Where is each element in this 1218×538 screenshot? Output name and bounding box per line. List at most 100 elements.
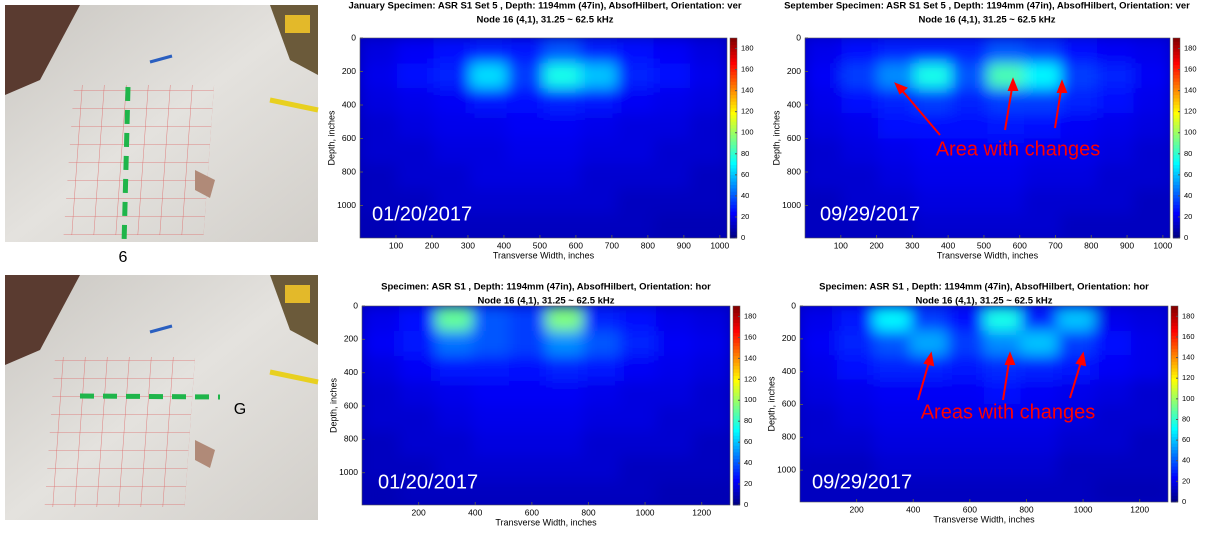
colorbar-swatch: [1171, 381, 1178, 385]
cell: [841, 88, 879, 114]
cell: [472, 381, 510, 407]
cell: [841, 113, 879, 140]
colorbar-tick-label: 0: [1184, 233, 1188, 242]
colorbar-swatch: [730, 184, 737, 189]
colorbar-swatch: [730, 61, 737, 66]
colorbar-swatch: [1171, 430, 1178, 434]
cell: [546, 306, 584, 332]
colorbar-swatch: [730, 44, 737, 49]
cell: [509, 456, 547, 482]
chart-title: September Specimen: ASR S1 Set 5 , Depth…: [784, 1, 1190, 12]
colorbar-swatch: [1171, 482, 1178, 487]
colorbar-frame: [729, 37, 738, 239]
cell: [472, 431, 510, 457]
colorbar-swatch: [1173, 161, 1180, 166]
x-axis-label: Transverse Width, inches: [493, 250, 595, 260]
cell: [1094, 478, 1132, 502]
colorbar-swatch: [1171, 492, 1178, 496]
cell: [800, 306, 838, 332]
colorbar-swatch: [730, 198, 737, 202]
heatmap: 200 400 600 800 1000 120002004006008001000Spe…: [328, 282, 756, 528]
cell: [362, 481, 400, 505]
cell: [805, 63, 842, 89]
cell: [543, 113, 581, 140]
colorbar-swatch: [1171, 420, 1178, 424]
cell: [987, 163, 1025, 190]
colorbar-swatch: [733, 362, 740, 367]
x-tick-label: 600: [963, 504, 977, 514]
cell: [1024, 138, 1061, 165]
cell: [616, 113, 655, 140]
x-tick-label: 400: [497, 240, 511, 250]
cell: [616, 138, 655, 165]
x-tick-label: 200: [869, 240, 883, 250]
colorbar-swatch: [1171, 312, 1178, 317]
cell: [693, 406, 730, 432]
cell: [1094, 453, 1132, 479]
colorbar-swatch: [733, 432, 740, 436]
colorbar-swatch: [1173, 164, 1180, 169]
colorbar-swatch: [1171, 332, 1178, 336]
colorbar-swatch: [1171, 404, 1178, 408]
cell: [873, 478, 911, 502]
colorbar-swatch: [1171, 446, 1178, 451]
colorbar-tick-label: 140: [744, 353, 757, 362]
cell: [841, 213, 879, 238]
y-tick-label: 600: [787, 133, 801, 143]
cell: [914, 213, 952, 238]
colorbar-swatch: [730, 58, 737, 62]
cell: [396, 188, 434, 215]
colorbar-swatch: [733, 382, 740, 386]
x-tick-label: 600: [1013, 240, 1027, 250]
colorbar-swatch: [1173, 201, 1180, 206]
cell: [1097, 38, 1134, 64]
colorbar-swatch: [730, 191, 737, 196]
cell: [1133, 138, 1170, 165]
chart-subtitle: Node 16 (4,1), 31.25 ~ 62.5 kHz: [915, 296, 1052, 307]
colorbar-swatch: [1173, 68, 1180, 72]
cell: [398, 331, 437, 357]
cell: [396, 63, 434, 89]
colorbar-swatch: [1173, 114, 1180, 119]
colorbar-swatch: [730, 208, 737, 212]
colorbar-swatch: [1171, 495, 1178, 500]
photo-label: 6: [119, 249, 128, 266]
cell: [396, 138, 434, 165]
cell: [1097, 63, 1134, 89]
cell: [951, 138, 988, 165]
colorbar-swatch: [1173, 104, 1180, 109]
colorbar-swatch: [1173, 71, 1180, 76]
colorbar-swatch: [1173, 138, 1180, 142]
colorbar-swatch: [1171, 364, 1178, 369]
cell: [836, 429, 875, 455]
x-axis-label: Transverse Width, inches: [933, 514, 1035, 524]
colorbar-swatch: [1173, 38, 1180, 42]
colorbar-swatch: [730, 94, 737, 99]
colorbar-swatch: [1173, 44, 1180, 49]
colorbar-swatch: [1173, 231, 1180, 236]
colorbar-frame: [1172, 37, 1181, 239]
x-tick-label: 100: [834, 240, 848, 250]
cell: [1133, 113, 1170, 140]
cell: [470, 88, 508, 114]
cell: [800, 330, 838, 356]
cell: [1024, 213, 1061, 238]
colorbar-swatch: [733, 375, 740, 380]
colorbar-swatch: [730, 108, 737, 112]
colorbar-tick-label: 140: [741, 86, 754, 95]
cell: [1097, 213, 1134, 238]
cell: [433, 138, 471, 165]
colorbar-swatch: [733, 398, 740, 403]
cell: [951, 163, 988, 190]
colorbar-swatch: [1171, 410, 1178, 415]
cell: [653, 88, 691, 114]
colorbar-swatch: [730, 91, 737, 96]
cell: [951, 213, 988, 238]
colorbar-swatch: [1171, 390, 1178, 395]
colorbar-swatch: [730, 111, 737, 116]
cell: [435, 431, 473, 457]
colorbar-swatch: [730, 38, 737, 42]
cell: [1060, 138, 1098, 165]
cell: [1097, 138, 1134, 165]
cell: [1131, 355, 1168, 381]
